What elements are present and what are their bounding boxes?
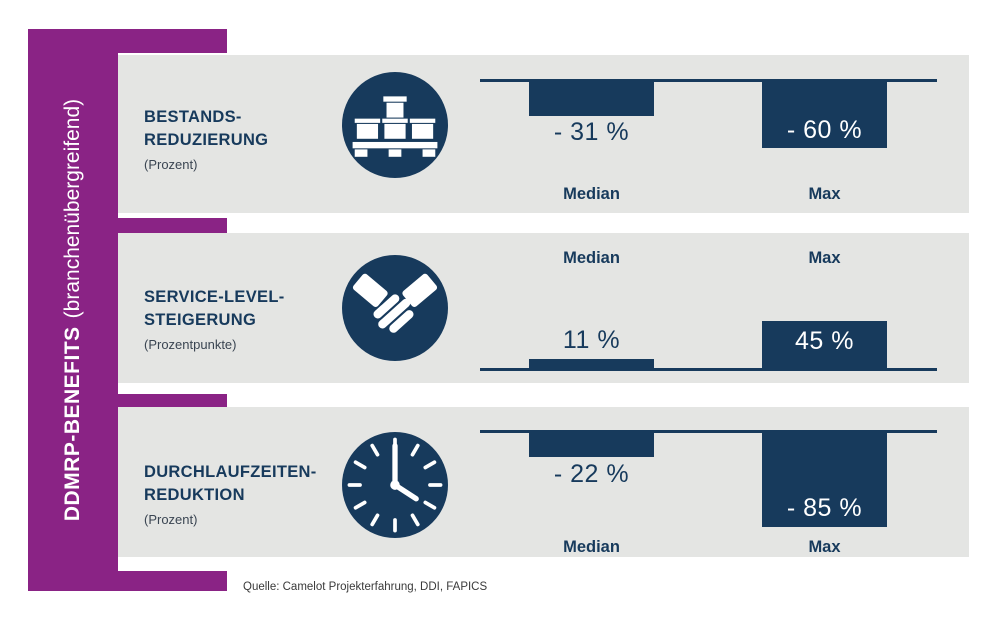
median-category-label: Median	[563, 538, 620, 556]
panel-title-line1: BESTANDS-	[144, 108, 242, 126]
bar-median	[529, 81, 654, 116]
median-category-label: Median	[563, 249, 620, 267]
bar-median	[529, 432, 654, 457]
bar-max	[762, 321, 887, 371]
panel-title-line1: DURCHLAUFZEITEN-	[144, 463, 317, 481]
panel-unit: (Prozentpunkte)	[144, 337, 237, 352]
panel-durchlaufzeiten-reduktion: DURCHLAUFZEITEN- REDUKTION (Prozent)	[118, 407, 969, 557]
handshake-icon	[342, 255, 448, 361]
sidebar-title-regular: (branchenübergreifend)	[61, 98, 84, 319]
bar-max	[762, 81, 887, 148]
panel-title-line1: SERVICE-LEVEL-	[144, 288, 285, 306]
max-category-label: Max	[808, 538, 841, 556]
sidebar-bracket-column	[28, 29, 118, 591]
bar-max-value: - 85 %	[786, 494, 863, 522]
bar-max	[762, 432, 887, 527]
panel-title-line2: REDUZIERUNG	[144, 131, 269, 149]
sidebar-title-bold: DDMRP-BENEFITS	[61, 326, 84, 522]
panel-unit: (Prozent)	[144, 512, 198, 527]
bar-max-value: - 60 %	[786, 116, 863, 144]
panel-title: SERVICE-LEVEL- STEIGERUNG	[144, 286, 285, 332]
bar-max-value: 45 %	[795, 327, 854, 355]
bar-median-value: - 22 %	[553, 460, 630, 488]
median-category-label: Median	[563, 185, 620, 203]
chart-baseline	[480, 430, 937, 433]
panel-title-line2: REDUKTION	[144, 486, 245, 504]
bracket-arm-top	[118, 29, 227, 53]
clock-icon	[342, 432, 448, 538]
chart-baseline	[480, 368, 937, 371]
pallet-boxes-icon	[342, 72, 448, 178]
bar-median-value: 11 %	[562, 326, 621, 354]
max-category-label: Max	[808, 249, 841, 267]
panel-title: BESTANDS- REDUZIERUNG	[144, 106, 268, 152]
bracket-arm-middle-2	[118, 394, 227, 408]
sidebar-title: DDMRP-BENEFITS (branchenübergreifend)	[28, 40, 118, 580]
bracket-arm-bottom	[118, 571, 227, 591]
bar-median	[529, 359, 654, 371]
panel-title: DURCHLAUFZEITEN- REDUKTION	[144, 461, 317, 507]
panel-unit: (Prozent)	[144, 157, 198, 172]
bracket-arm-middle-1	[118, 218, 227, 233]
panel-title-line2: STEIGERUNG	[144, 311, 257, 329]
panel-bestandsreduzierung: BESTANDS- REDUZIERUNG (Prozent)	[118, 55, 969, 213]
bar-median-value: - 31 %	[553, 118, 630, 146]
source-note: Quelle: Camelot Projekterfahrung, DDI, F…	[243, 581, 488, 593]
panel-service-level-steigerung: SERVICE-LEVEL- STEIGERUNG (Prozentpunkte…	[118, 233, 969, 383]
chart-baseline	[480, 79, 937, 82]
max-category-label: Max	[808, 185, 841, 203]
